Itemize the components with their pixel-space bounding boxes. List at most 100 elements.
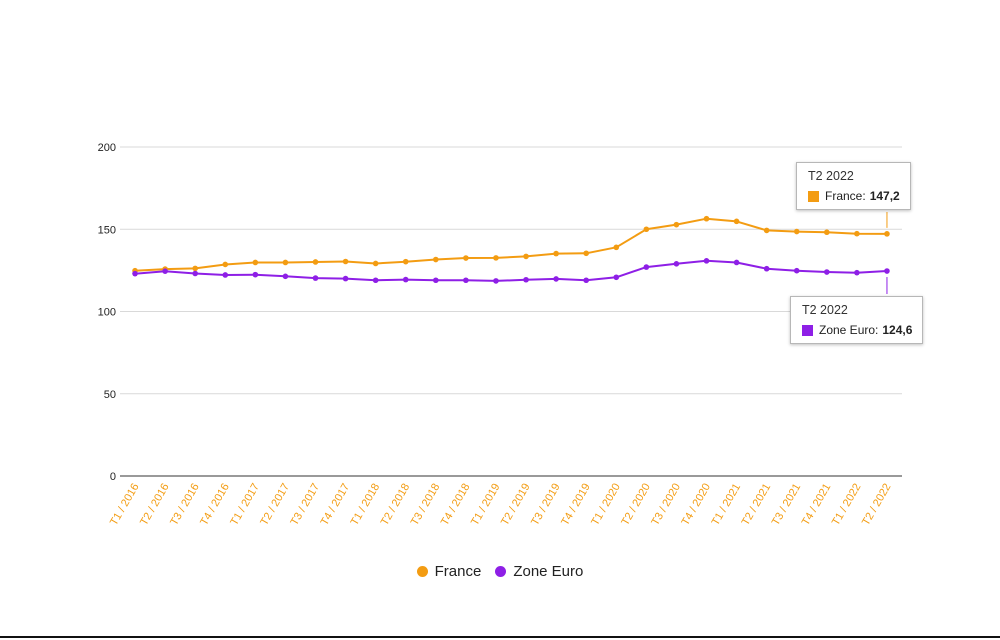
x-tick-label: T3 / 2021 — [770, 482, 804, 528]
data-point — [884, 268, 890, 274]
legend-item-zone-euro[interactable]: Zone Euro — [495, 563, 583, 580]
data-point — [222, 261, 229, 268]
data-point — [282, 273, 289, 280]
x-tick-label: T2 / 2018 — [379, 482, 413, 528]
x-tick-label: T3 / 2019 — [529, 482, 563, 528]
legend-dot-zone-euro — [495, 566, 507, 577]
data-point — [793, 267, 800, 274]
data-point — [733, 218, 740, 225]
tooltip-swatch-france — [808, 190, 819, 202]
x-tick-label: T2 / 2016 — [138, 482, 172, 528]
tooltip-label: Zone Euro: — [819, 323, 879, 337]
series-line-france — [134, 217, 888, 272]
data-point — [282, 259, 289, 266]
data-point — [643, 264, 650, 270]
data-point — [763, 227, 770, 234]
data-point — [222, 272, 229, 278]
grid-lines — [120, 146, 902, 477]
x-tick-label: T2 / 2022 — [860, 482, 894, 528]
x-tick-label: T4 / 2020 — [679, 482, 713, 528]
data-point — [493, 278, 499, 284]
tooltip-value: 124,6 — [882, 323, 913, 337]
data-point — [402, 258, 409, 265]
data-point — [372, 260, 379, 267]
data-point — [342, 258, 349, 265]
data-point — [763, 265, 770, 272]
data-point — [523, 253, 529, 260]
data-point — [312, 275, 319, 281]
data-point — [824, 229, 830, 236]
data-point — [342, 275, 349, 282]
x-tick-label: T2 / 2020 — [619, 482, 653, 528]
legend-label: France — [434, 563, 482, 580]
x-tick-label: T2 / 2021 — [740, 482, 774, 528]
x-tick-label: T4 / 2021 — [800, 482, 834, 528]
x-tick-label: T4 / 2018 — [439, 482, 473, 528]
x-tick-label: T1 / 2018 — [349, 482, 383, 528]
x-tick-label: T2 / 2017 — [258, 482, 292, 528]
data-point — [433, 256, 439, 263]
data-point — [733, 259, 740, 266]
data-point — [493, 255, 499, 261]
tooltip-swatch-zone-euro — [802, 324, 813, 336]
data-point — [613, 274, 620, 281]
data-point — [463, 277, 469, 284]
data-point — [162, 268, 168, 274]
y-tick-label: 100 — [98, 307, 116, 319]
tooltip-label: France: — [825, 189, 866, 203]
x-tick-label: T2 / 2019 — [499, 482, 533, 528]
data-point — [673, 221, 680, 228]
data-point — [703, 215, 710, 222]
bottom-border — [0, 636, 1000, 638]
x-tick-label: T1 / 2016 — [108, 482, 142, 528]
data-point — [553, 250, 559, 257]
data-point — [613, 244, 620, 251]
x-tick-label: T1 / 2019 — [469, 482, 503, 528]
tooltip-title: T2 2022 — [808, 169, 854, 183]
x-tick-label: T1 / 2017 — [228, 482, 262, 528]
x-tick-label: T3 / 2018 — [409, 482, 443, 528]
tooltip-zone-euro: T2 2022 Zone Euro: 124,6 — [790, 296, 924, 344]
legend-item-france[interactable]: France — [416, 563, 482, 580]
legend: France Zone Euro — [0, 563, 1000, 580]
data-point — [703, 258, 710, 264]
data-point — [583, 250, 589, 257]
x-tick-label: T4 / 2017 — [319, 482, 353, 528]
data-point — [673, 260, 680, 267]
x-tick-label: T3 / 2016 — [168, 482, 202, 528]
data-point — [132, 270, 138, 277]
x-tick-label: T3 / 2020 — [649, 482, 683, 528]
data-point — [884, 231, 890, 237]
x-tick-label: T4 / 2019 — [559, 482, 593, 528]
data-point — [793, 228, 800, 235]
legend-dot-france — [416, 566, 428, 577]
tooltip-title: T2 2022 — [802, 303, 848, 317]
data-point — [192, 265, 198, 272]
y-tick-label: 150 — [98, 224, 116, 236]
data-point — [643, 226, 650, 233]
y-tick-label: 200 — [98, 142, 116, 154]
tooltip-france: T2 2022 France: 147,2 — [796, 162, 911, 210]
x-tick-label: T1 / 2021 — [710, 482, 744, 528]
x-tick-label: T1 / 2020 — [589, 482, 623, 528]
data-point — [252, 259, 259, 266]
data-point — [854, 269, 860, 276]
y-tick-label: 0 — [110, 471, 116, 483]
y-tick-label: 50 — [104, 389, 116, 401]
series-layer — [132, 215, 890, 284]
x-tick-label: T1 / 2022 — [830, 482, 864, 528]
y-axis-labels: 0 50 100 150 200 — [98, 142, 116, 483]
data-point — [402, 276, 409, 283]
data-point — [553, 276, 559, 282]
x-tick-label: T3 / 2017 — [288, 482, 322, 528]
data-point — [463, 255, 469, 261]
data-point — [433, 277, 439, 284]
data-point — [824, 269, 830, 275]
data-point — [372, 277, 379, 284]
tooltip-value: 147,2 — [869, 189, 900, 203]
series-line-zone-euro — [134, 259, 888, 282]
data-point — [523, 276, 529, 283]
legend-label: Zone Euro — [513, 563, 584, 580]
